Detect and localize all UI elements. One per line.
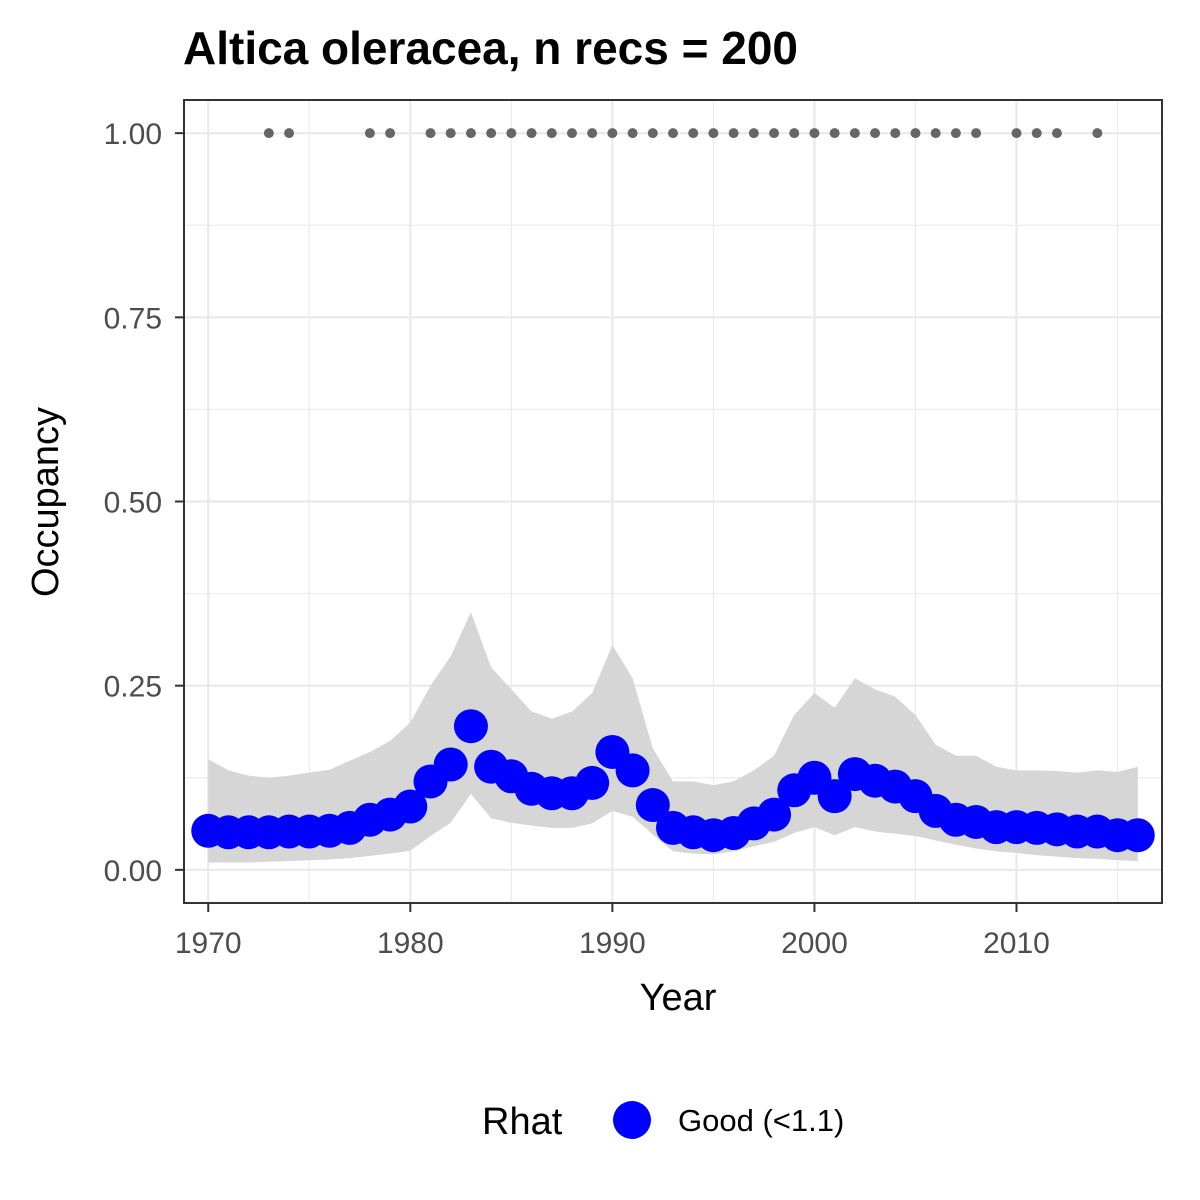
occupancy-point [635,788,670,823]
occupancy-point [1120,818,1155,853]
record-point [728,128,739,139]
record-point [1031,128,1042,139]
chart-title: Altica oleracea, n recs = 200 [183,22,798,74]
legend: Rhat Good (<1.1) [482,1101,844,1143]
record-point [1092,128,1103,139]
record-point [627,128,638,139]
record-point [607,128,618,139]
occupancy-point [393,789,428,824]
y-tick-label: 0.25 [104,671,162,704]
record-point [668,128,678,139]
record-point [486,128,497,139]
record-points [263,128,1103,139]
x-tick-label: 2000 [781,927,848,960]
record-point [445,128,456,139]
legend-title: Rhat [482,1101,563,1143]
record-point [465,128,476,139]
occupancy-point [575,765,610,800]
record-point [546,128,557,139]
x-axis: 1970 1980 1990 2000 2010 [175,903,1050,960]
record-point [364,128,375,139]
record-point [971,128,982,139]
record-point [930,128,941,139]
record-point [769,128,780,139]
occupancy-point [433,747,468,782]
x-axis-title: Year [640,977,717,1019]
record-point [566,128,577,139]
record-point [910,128,921,139]
y-tick-label: 0.00 [104,855,162,888]
occupancy-point [817,779,852,814]
record-point [385,128,396,139]
occupancy-point [615,753,650,788]
record-point [1011,128,1022,139]
y-tick-label: 0.75 [104,302,162,335]
record-point [708,128,719,139]
y-tick-label: 1.00 [104,118,162,151]
record-point [506,128,517,139]
record-point [890,128,901,139]
x-tick-label: 1990 [579,927,646,960]
y-axis: 0.00 0.25 0.50 0.75 1.00 [104,118,184,888]
x-tick-label: 2010 [983,927,1050,960]
record-point [849,128,860,139]
record-point [789,128,800,139]
record-point [688,128,699,139]
record-point [587,128,598,139]
record-point [1051,128,1062,139]
record-point [425,128,436,139]
y-axis-title: Occupancy [25,407,67,597]
record-point [809,128,820,139]
occupancy-point [453,709,488,744]
record-point [950,128,961,139]
record-point [526,128,537,139]
legend-label-good: Good (<1.1) [678,1103,844,1138]
record-point [647,128,658,139]
legend-key-good [613,1101,651,1139]
record-point [870,128,881,139]
occupancy-points [191,709,1155,853]
y-tick-label: 0.50 [104,487,162,520]
x-tick-label: 1970 [175,927,242,960]
record-point [284,128,295,139]
record-point [748,128,759,139]
x-tick-label: 1980 [377,927,444,960]
record-point [829,128,840,139]
occupancy-point [757,797,792,832]
plot-panel [183,99,1163,904]
record-point [263,128,274,139]
